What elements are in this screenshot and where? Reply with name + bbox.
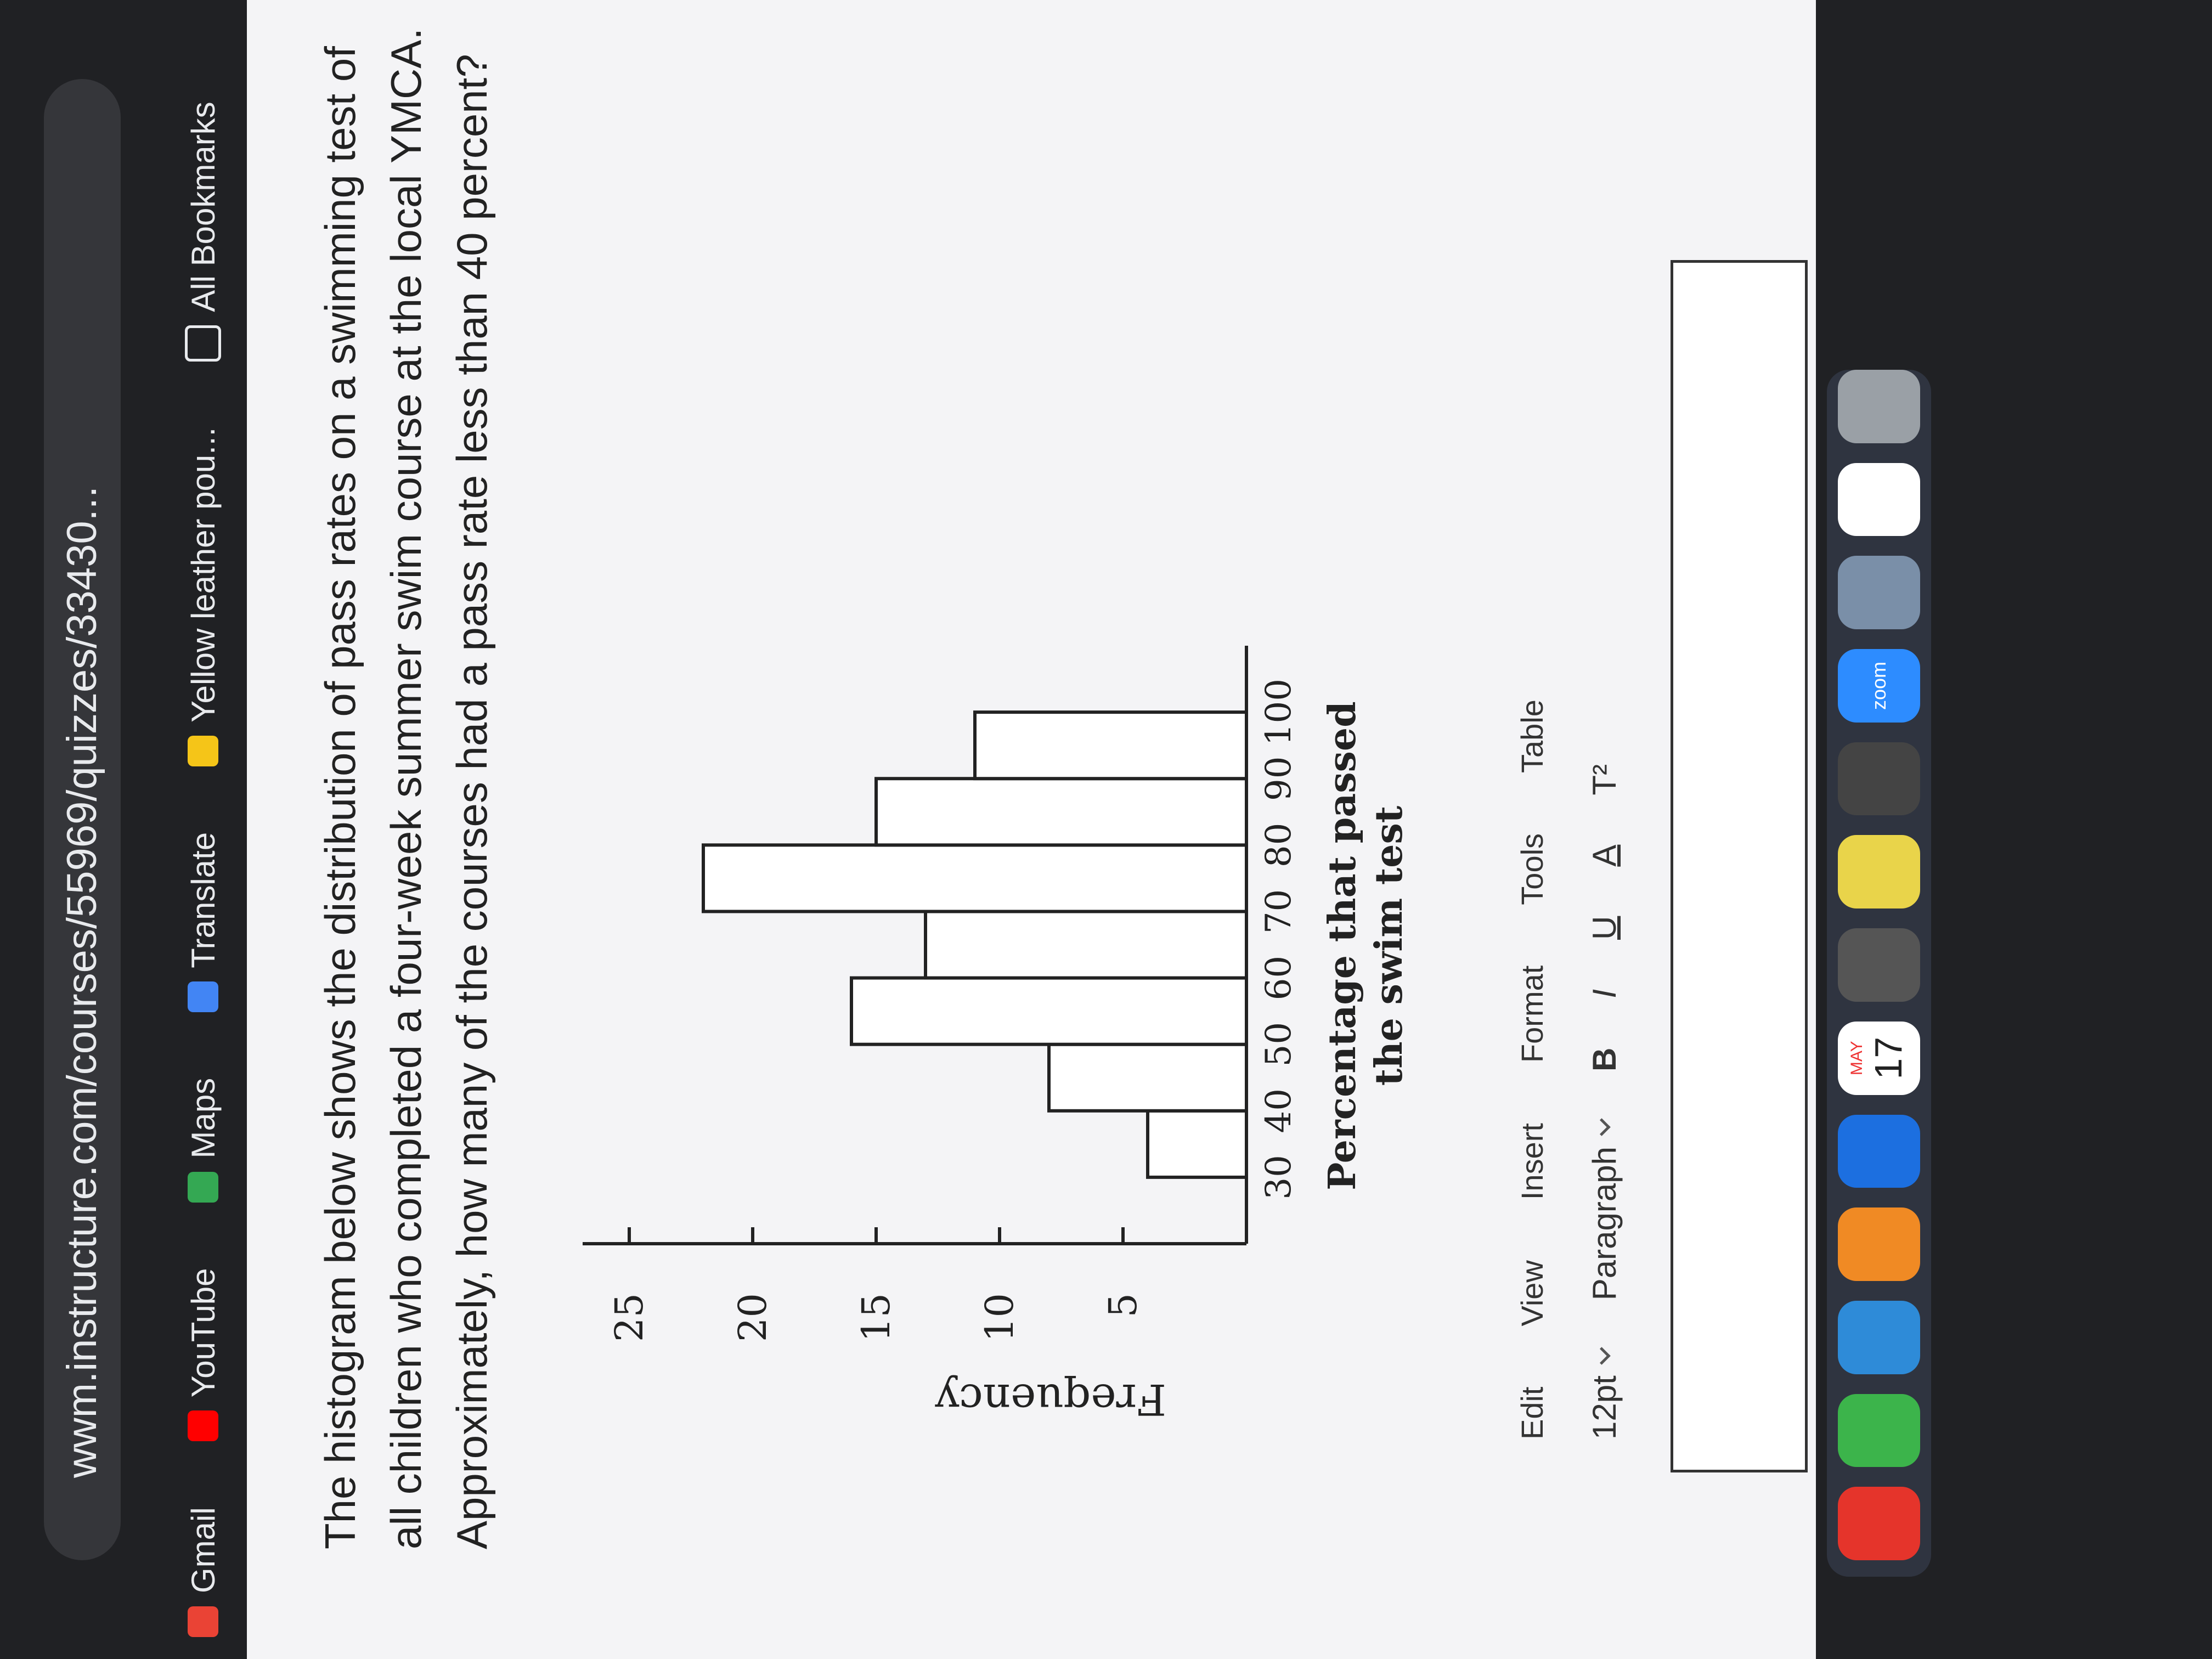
bookmark-icon <box>188 1171 218 1203</box>
x-tick-label: 40 <box>1259 1088 1299 1133</box>
app-icon[interactable] <box>1838 742 1920 816</box>
bookmark-label: YouTube <box>184 1268 222 1398</box>
toolbar-button[interactable]: U <box>1586 916 1623 940</box>
y-tick-label: 20 <box>730 1293 775 1342</box>
editor-toolbar: 12pt Paragraph B I U A T² <box>1585 764 1623 1440</box>
bar <box>874 777 1248 847</box>
question: The histogram below shows the distributi… <box>307 28 505 1549</box>
menu-item[interactable]: Format <box>1515 965 1549 1063</box>
bookmark[interactable]: YouTube <box>184 1268 222 1442</box>
bar <box>1047 1042 1248 1113</box>
y-tick-label: 25 <box>607 1293 652 1342</box>
bookmark-label: Gmail <box>184 1507 222 1593</box>
menu-item[interactable]: Table <box>1515 699 1549 773</box>
question-line: all children who completed a four-week s… <box>382 28 430 1549</box>
bookmark-label: Yellow leather pou... <box>184 427 222 723</box>
toolbar-button[interactable]: T² <box>1586 764 1623 795</box>
zoom-icon[interactable]: zoom <box>1838 649 1920 723</box>
question-line: The histogram below shows the distributi… <box>316 46 364 1549</box>
toolbar-button[interactable]: A <box>1586 844 1623 867</box>
calendar-day: 17 <box>1867 1036 1910 1080</box>
bookmarks-bar: Gmail YouTube Maps Translate Yellow leather … <box>165 101 241 1637</box>
app-icon[interactable] <box>1838 1207 1920 1281</box>
x-tick-label: 90 <box>1259 757 1299 801</box>
bookmark-icon <box>188 981 218 1012</box>
toolbar-button[interactable]: B <box>1586 1047 1623 1072</box>
question-line: Approximately, how many of the courses h… <box>448 54 496 1549</box>
bookmark[interactable]: All Bookmarks <box>184 101 222 362</box>
bar <box>702 843 1248 913</box>
y-axis-label: Frequency <box>935 1374 1166 1424</box>
app-icon[interactable] <box>1838 1300 1920 1374</box>
app-icon[interactable] <box>1838 1114 1920 1188</box>
x-tick-label: 50 <box>1259 1022 1299 1066</box>
editor-menu: Edit View Insert Format Tools Table <box>1514 699 1550 1440</box>
bar <box>924 910 1248 980</box>
bookmark[interactable]: Maps <box>184 1078 222 1203</box>
menu-item[interactable]: Insert <box>1515 1123 1549 1200</box>
block-format[interactable]: Paragraph <box>1585 1118 1623 1301</box>
calendar-icon[interactable]: MAY 17 <box>1838 1021 1920 1095</box>
url: wwm.instructure.com/courses/55969/quizze… <box>59 486 105 1478</box>
app-icon[interactable] <box>1838 1487 1920 1560</box>
x-tick-label: 30 <box>1259 1155 1299 1199</box>
y-tick-label: 5 <box>1101 1293 1146 1318</box>
menu-item[interactable]: Edit <box>1515 1386 1549 1440</box>
bookmark-label: All Bookmarks <box>184 101 222 312</box>
x-tick-label: 100 <box>1259 679 1299 746</box>
app-icon[interactable] <box>1838 556 1920 630</box>
x-axis-label: Percentage that passed <box>1321 701 1364 1190</box>
histogram: Frequency Percentage that passed the swi… <box>583 646 1411 1424</box>
app-icon[interactable] <box>1838 1393 1920 1468</box>
bookmark-icon <box>188 735 218 766</box>
toolbar-button[interactable]: I <box>1586 989 1623 998</box>
app-icon[interactable] <box>1838 928 1920 1002</box>
trash-icon[interactable] <box>1838 370 1920 443</box>
bookmark-icon <box>185 325 221 362</box>
bookmark[interactable]: Translate <box>184 832 222 1012</box>
font-size[interactable]: 12pt <box>1585 1347 1623 1440</box>
chevron <box>1593 1347 1611 1365</box>
font-size-label: 12pt <box>1586 1375 1623 1440</box>
bookmark-label: Maps <box>184 1077 222 1159</box>
x-axis-label: the swim test <box>1367 805 1411 1086</box>
bar <box>973 710 1248 781</box>
dock: MAY 17 zoom <box>1827 370 1931 1577</box>
bookmark-icon <box>188 1410 218 1442</box>
bookmark-label: Translate <box>184 832 222 968</box>
x-tick-label: 70 <box>1259 889 1299 934</box>
bar <box>1146 1109 1248 1179</box>
address-bar[interactable]: wwm.instructure.com/courses/55969/quizze… <box>44 79 121 1560</box>
bookmark-icon <box>188 1606 218 1637</box>
menu-item[interactable]: View <box>1515 1260 1549 1327</box>
app-icon[interactable] <box>1838 835 1920 909</box>
bookmark[interactable]: Gmail <box>184 1507 222 1637</box>
chevron <box>1593 1118 1611 1136</box>
zoom-label: zoom <box>1867 661 1890 710</box>
block-label: Paragraph <box>1586 1147 1623 1301</box>
app-icon[interactable] <box>1838 462 1920 537</box>
bookmark[interactable]: Yellow leather pou... <box>184 427 222 766</box>
y-tick-label: 10 <box>977 1293 1022 1342</box>
answer-box[interactable] <box>1671 260 1808 1472</box>
bar <box>850 976 1248 1046</box>
x-tick-label: 80 <box>1259 823 1299 867</box>
x-tick-label: 60 <box>1259 956 1299 1000</box>
calendar-month: MAY <box>1848 1041 1866 1076</box>
y-tick-label: 15 <box>854 1293 899 1342</box>
menu-item[interactable]: Tools <box>1515 833 1549 905</box>
